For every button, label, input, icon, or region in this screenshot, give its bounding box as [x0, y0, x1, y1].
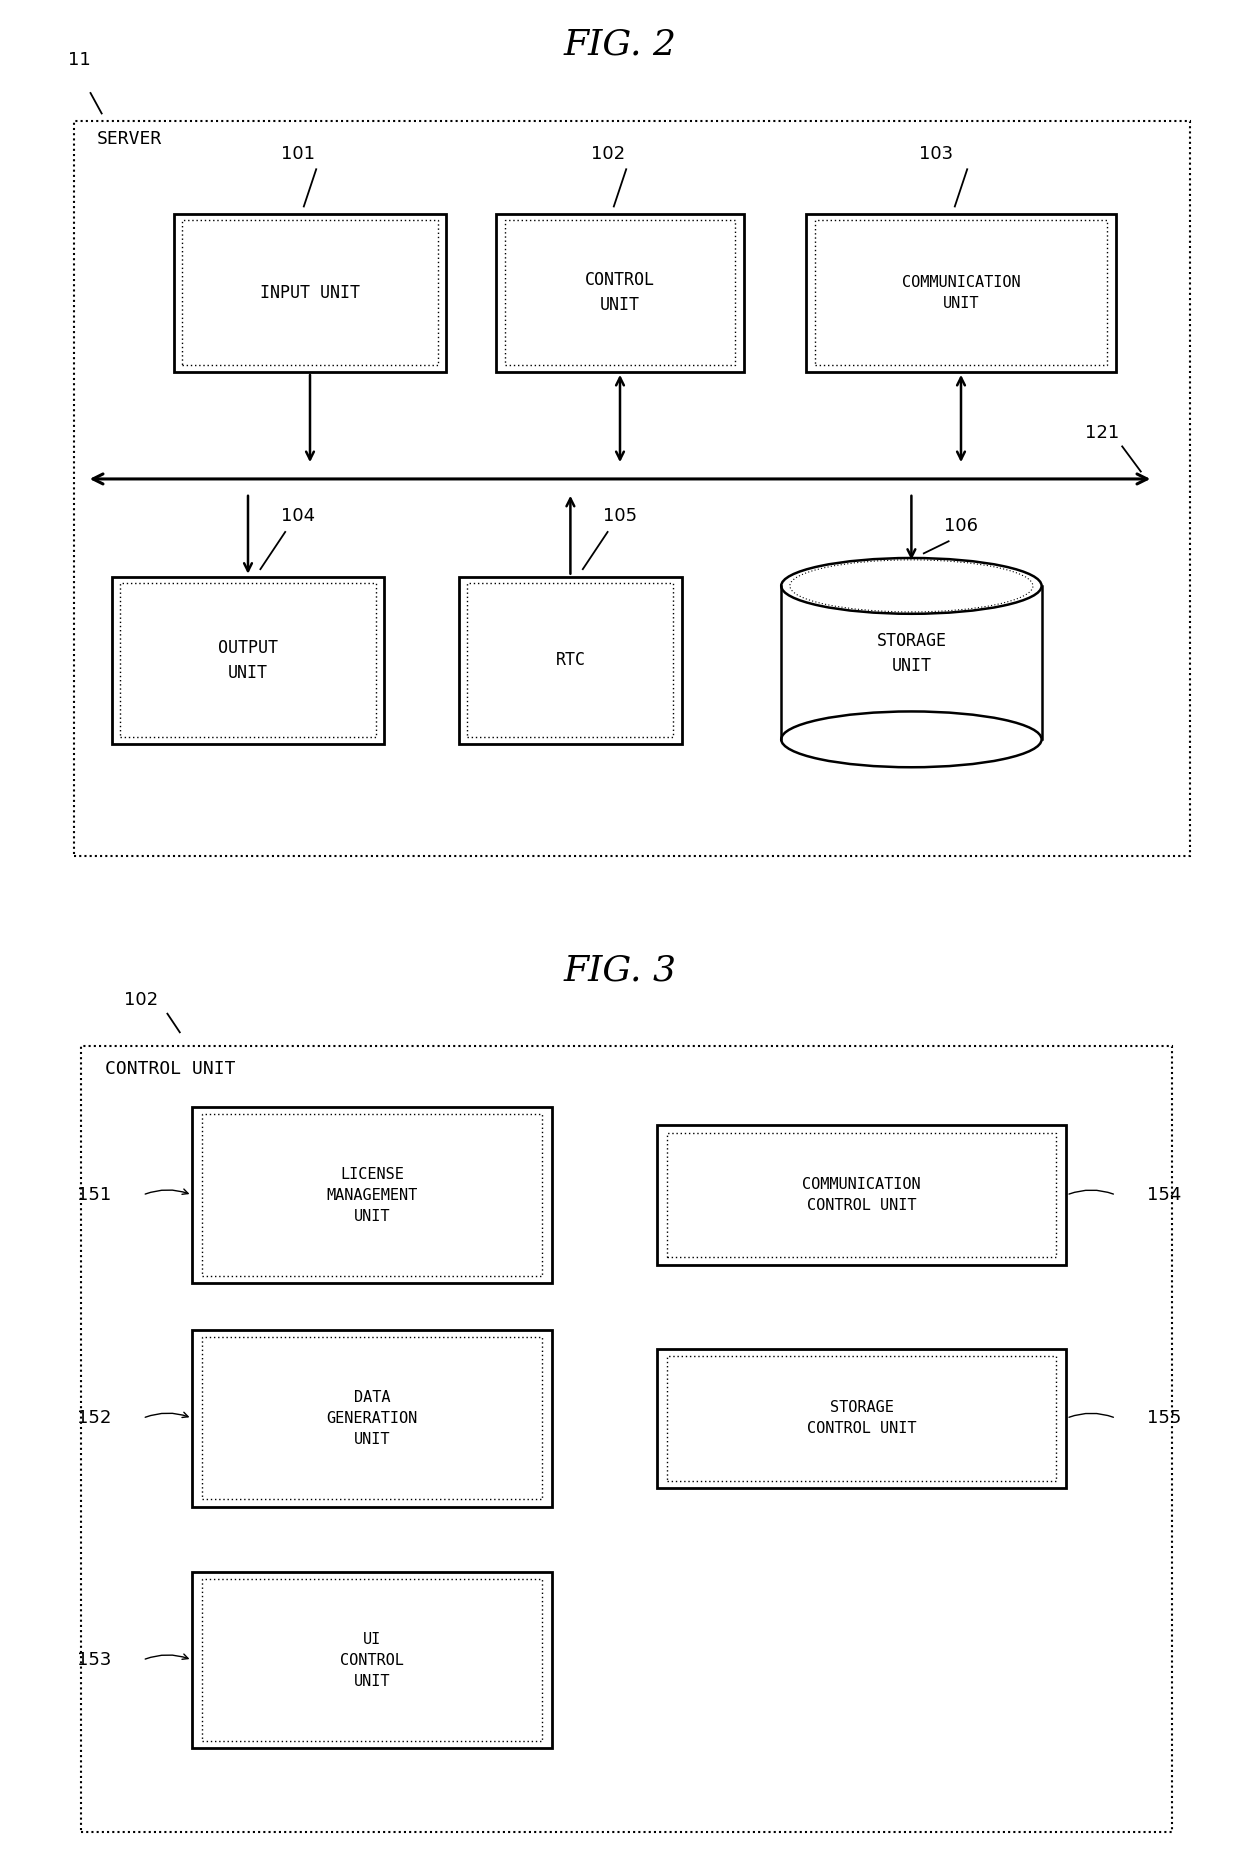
Bar: [815, 221, 1107, 365]
Bar: [192, 1107, 552, 1283]
Bar: [667, 1356, 1056, 1481]
Text: FIG. 3: FIG. 3: [563, 952, 677, 988]
Ellipse shape: [784, 560, 1039, 614]
Text: 102: 102: [124, 991, 159, 1008]
Text: LICENSE
MANAGEMENT
UNIT: LICENSE MANAGEMENT UNIT: [326, 1166, 418, 1224]
Text: 103: 103: [919, 145, 954, 164]
Text: 154: 154: [1147, 1187, 1182, 1203]
Bar: [81, 1047, 1172, 1832]
Text: 105: 105: [603, 508, 637, 526]
Text: 106: 106: [944, 517, 978, 536]
Bar: [74, 121, 1190, 856]
Bar: [174, 214, 446, 372]
Text: COMMUNICATION
CONTROL UNIT: COMMUNICATION CONTROL UNIT: [802, 1177, 921, 1213]
Bar: [496, 214, 744, 372]
Bar: [806, 214, 1116, 372]
Text: SERVER: SERVER: [97, 130, 162, 149]
Bar: [192, 1330, 552, 1507]
Bar: [505, 221, 735, 365]
Text: 152: 152: [77, 1410, 112, 1427]
Bar: [657, 1125, 1066, 1265]
Text: RTC: RTC: [556, 651, 585, 670]
Bar: [667, 1133, 1056, 1257]
Bar: [467, 584, 673, 737]
Text: DATA
GENERATION
UNIT: DATA GENERATION UNIT: [326, 1389, 418, 1447]
Bar: [657, 1348, 1066, 1488]
Text: INPUT UNIT: INPUT UNIT: [260, 285, 360, 301]
Bar: [192, 1572, 552, 1748]
Bar: [459, 577, 682, 744]
Ellipse shape: [781, 712, 1042, 768]
Text: 102: 102: [590, 145, 625, 164]
Text: CONTROL
UNIT: CONTROL UNIT: [585, 272, 655, 314]
Text: STORAGE
CONTROL UNIT: STORAGE CONTROL UNIT: [807, 1401, 916, 1436]
Text: 153: 153: [77, 1652, 112, 1668]
Text: CONTROL UNIT: CONTROL UNIT: [105, 1060, 236, 1079]
Text: FIG. 2: FIG. 2: [563, 28, 677, 61]
Text: 121: 121: [1085, 424, 1120, 443]
Text: 101: 101: [280, 145, 315, 164]
Bar: [120, 584, 376, 737]
Text: 11: 11: [68, 52, 91, 69]
Text: STORAGE
UNIT: STORAGE UNIT: [877, 632, 946, 675]
Text: 155: 155: [1147, 1410, 1182, 1427]
Text: 151: 151: [77, 1187, 112, 1203]
Bar: [182, 221, 438, 365]
Bar: [202, 1579, 542, 1741]
Text: UI
CONTROL
UNIT: UI CONTROL UNIT: [340, 1631, 404, 1689]
Bar: [112, 577, 384, 744]
Bar: [202, 1114, 542, 1276]
Text: COMMUNICATION
UNIT: COMMUNICATION UNIT: [901, 275, 1021, 311]
Text: 104: 104: [280, 508, 315, 526]
Text: OUTPUT
UNIT: OUTPUT UNIT: [218, 638, 278, 683]
Bar: [202, 1337, 542, 1499]
